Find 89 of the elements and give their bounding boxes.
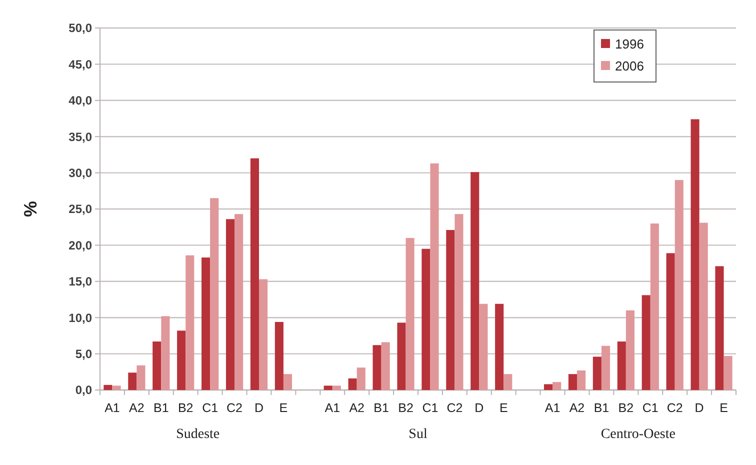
x-tick-label: B1: [594, 401, 610, 415]
x-tick-label: C1: [422, 401, 438, 415]
bar: [642, 295, 650, 390]
text: Sudeste: [176, 427, 220, 442]
bar: [283, 374, 292, 390]
bar: [617, 341, 626, 390]
bar: [324, 386, 332, 390]
x-tick-label: C2: [666, 401, 683, 415]
bar: [430, 163, 439, 390]
bar: [250, 158, 259, 390]
bar: [234, 214, 244, 390]
bar: [136, 365, 146, 390]
bar: [470, 172, 480, 390]
bar: [422, 248, 430, 390]
x-tick-label: B1: [374, 401, 389, 415]
bar: [601, 346, 610, 390]
y-axis-title: %: [20, 200, 40, 218]
bar: [356, 368, 366, 390]
bar: [592, 356, 602, 390]
bar: [454, 214, 464, 390]
bar: [348, 378, 357, 390]
bar: [177, 330, 186, 390]
x-tick-label: A1: [544, 401, 560, 415]
bar: [495, 304, 504, 390]
x-tick-label: A2: [129, 401, 144, 415]
bar: [332, 386, 341, 390]
bar: [259, 279, 268, 390]
x-tick-label: C2: [446, 401, 463, 415]
y-tick-label: 0,0: [75, 383, 92, 398]
bar: [699, 222, 708, 390]
legend-label: 1996: [615, 36, 644, 52]
bar: [577, 370, 586, 390]
bar: [161, 316, 170, 390]
x-tick-label: D: [694, 401, 704, 415]
bar: [650, 223, 659, 390]
text: Sul: [408, 427, 428, 442]
bar: [381, 342, 390, 390]
bar: [479, 304, 488, 390]
bar: [226, 219, 235, 390]
bar: [152, 341, 162, 390]
bar: [724, 356, 732, 390]
x-tick-label: B1: [154, 401, 169, 415]
bar: [210, 198, 219, 390]
y-tick-label: 40,0: [68, 94, 92, 108]
y-tick-label: 50,0: [68, 21, 92, 36]
x-tick-label: B2: [178, 401, 194, 415]
bar: [552, 382, 562, 390]
bar: [666, 253, 675, 390]
bar: [626, 310, 634, 390]
bar: [202, 258, 210, 390]
bar: [406, 238, 414, 390]
bar: [397, 322, 406, 390]
bar: [715, 266, 724, 390]
text: Centro-Oeste: [600, 427, 676, 442]
x-tick-label: A1: [324, 401, 340, 415]
x-tick-label: D: [254, 401, 264, 415]
y-tick-label: 25,0: [68, 202, 92, 216]
bar: [446, 230, 455, 390]
bar: [568, 374, 577, 390]
y-tick-label: 10,0: [68, 310, 92, 325]
x-tick-label: D: [474, 401, 484, 415]
x-tick-label: A2: [569, 401, 585, 415]
x-tick-label: E: [499, 401, 508, 415]
bar: [372, 345, 382, 390]
y-tick-label: 20,0: [68, 238, 92, 252]
y-tick-label: 5,0: [75, 347, 92, 361]
y-tick-label: 30,0: [68, 166, 92, 180]
bar: [112, 386, 121, 390]
legend-label: 2006: [615, 58, 644, 74]
x-tick-label: C1: [642, 401, 658, 415]
bar: [104, 384, 112, 390]
bar: [504, 374, 512, 390]
bar: [274, 322, 284, 390]
bar: [544, 384, 553, 390]
y-tick-label: 45,0: [68, 57, 92, 72]
x-tick-label: B2: [618, 401, 634, 415]
bar: [186, 255, 194, 390]
y-tick-label: 15,0: [68, 274, 92, 289]
x-tick-label: B2: [398, 401, 414, 415]
x-tick-label: A1: [104, 401, 120, 415]
bar: [690, 119, 700, 390]
x-tick-label: E: [720, 401, 728, 415]
y-tick-label: 35,0: [68, 130, 92, 144]
x-tick-label: E: [279, 401, 288, 415]
bar: [128, 372, 137, 390]
x-tick-label: A2: [349, 401, 365, 415]
bar: [674, 180, 684, 390]
x-tick-label: C2: [226, 401, 243, 415]
x-tick-label: C1: [202, 401, 218, 415]
